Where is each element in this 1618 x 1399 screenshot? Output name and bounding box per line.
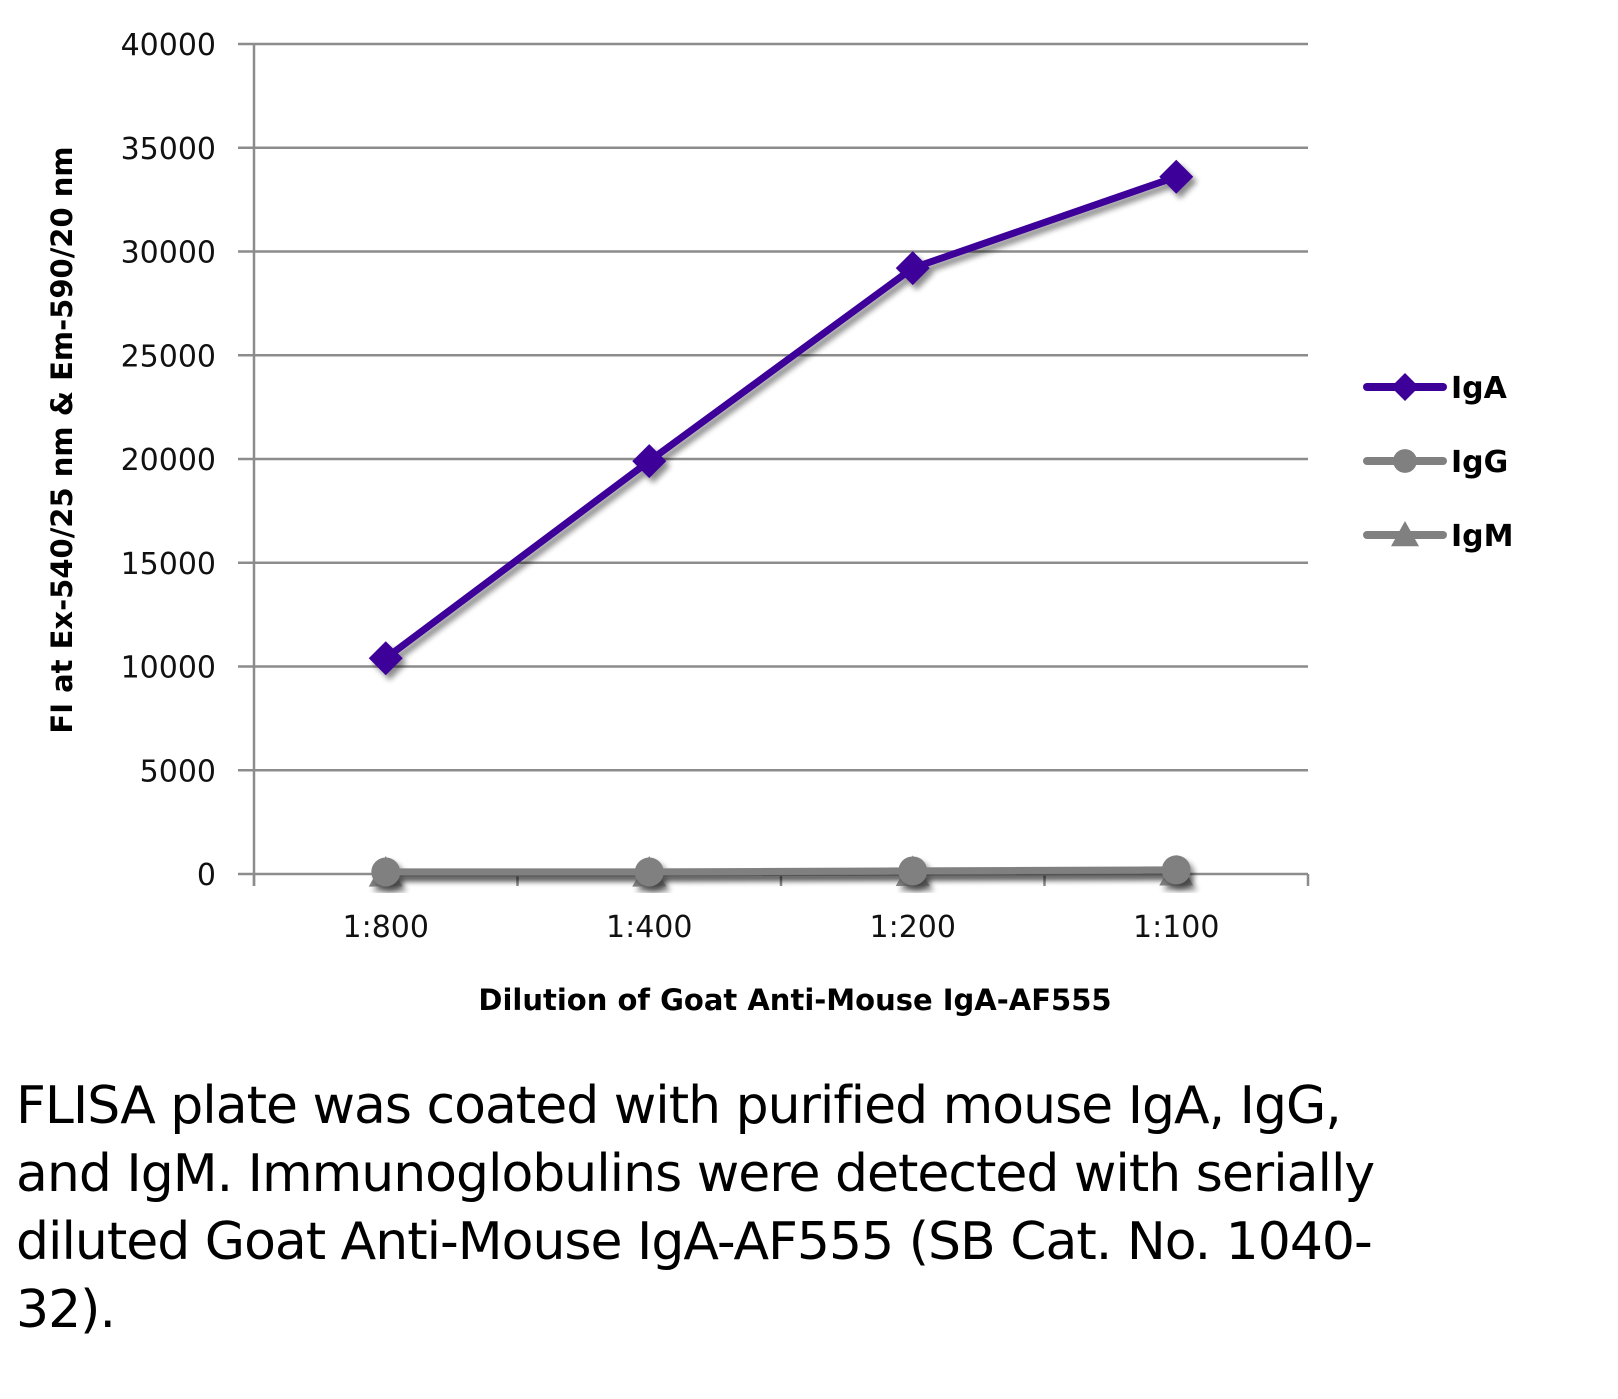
legend-marker-diamond-icon bbox=[1391, 373, 1419, 401]
y-tick-labels: 0 5000 10000 15000 20000 25000 30000 35000 40000 bbox=[121, 28, 216, 893]
legend: IgA IgG IgM bbox=[1363, 371, 1514, 554]
y-tick-label: 40000 bbox=[121, 28, 216, 63]
y-tick-label: 35000 bbox=[121, 132, 216, 167]
y-tick-label: 0 bbox=[197, 858, 216, 893]
gridlines bbox=[238, 42, 1308, 772]
y-tick-label: 10000 bbox=[121, 651, 216, 686]
x-axis-title: Dilution of Goat Anti-Mouse IgA-AF555 bbox=[478, 983, 1111, 1017]
data-point-iga bbox=[1159, 159, 1194, 194]
legend-item-iga: IgA bbox=[1363, 371, 1508, 406]
x-tick-label: 1:800 bbox=[343, 910, 429, 945]
x-tick-label: 1:100 bbox=[1133, 910, 1219, 945]
axes bbox=[238, 44, 1310, 886]
legend-item-igm: IgM bbox=[1363, 519, 1514, 554]
legend-label: IgA bbox=[1451, 371, 1508, 406]
x-tick-label: 1:200 bbox=[870, 910, 956, 945]
series-iga bbox=[368, 159, 1194, 676]
legend-item-igg: IgG bbox=[1363, 445, 1508, 480]
y-tick-label: 25000 bbox=[121, 339, 216, 374]
series-igg bbox=[371, 855, 1191, 887]
figure-caption: FLISA plate was coated with purified mou… bbox=[16, 1076, 1375, 1340]
x-tick-label: 1:400 bbox=[606, 910, 692, 945]
legend-marker-circle-icon bbox=[1393, 449, 1417, 473]
y-tick-label: 5000 bbox=[140, 754, 216, 789]
legend-label: IgM bbox=[1451, 519, 1514, 554]
data-point-iga bbox=[895, 251, 930, 286]
legend-marker-triangle-icon bbox=[1391, 521, 1419, 547]
data-point-igg bbox=[1161, 855, 1191, 885]
x-tick-labels: 1:800 1:400 1:200 1:100 bbox=[343, 910, 1220, 945]
data-point-iga bbox=[368, 641, 403, 676]
data-point-iga bbox=[632, 444, 667, 479]
series-line-igg bbox=[385, 866, 1177, 876]
data-point-igg bbox=[371, 857, 401, 887]
y-tick-label: 30000 bbox=[121, 236, 216, 271]
data-point-igg bbox=[634, 857, 664, 887]
y-tick-label: 15000 bbox=[121, 547, 216, 582]
series bbox=[368, 159, 1194, 887]
series-line-iga bbox=[383, 173, 1178, 662]
legend-label: IgG bbox=[1451, 445, 1508, 480]
y-tick-label: 20000 bbox=[121, 443, 216, 478]
data-point-igg bbox=[898, 856, 928, 886]
line-chart: 0 5000 10000 15000 20000 25000 30000 35000 40000… bbox=[45, 28, 1514, 1017]
y-axis-title: FI at Ex-540/25 nm & Em-590/20 nm bbox=[45, 146, 79, 733]
